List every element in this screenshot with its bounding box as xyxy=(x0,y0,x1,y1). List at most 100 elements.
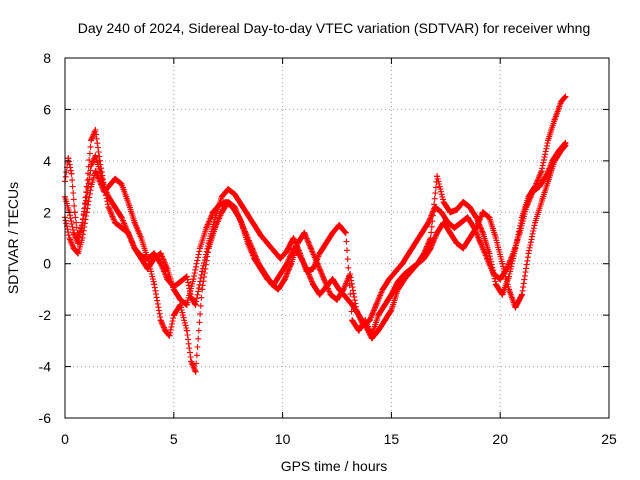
data-point xyxy=(242,229,249,236)
data-point xyxy=(549,157,556,164)
data-point xyxy=(218,193,225,200)
data-point xyxy=(342,229,349,236)
data-point xyxy=(381,317,388,324)
data-point xyxy=(538,168,545,175)
data-point xyxy=(373,301,380,308)
data-point xyxy=(460,245,467,252)
data-point xyxy=(223,199,230,205)
data-point xyxy=(118,181,125,187)
data-point xyxy=(477,240,484,247)
data-point xyxy=(355,327,362,334)
data-point xyxy=(79,235,86,241)
data-point xyxy=(301,229,308,236)
grid xyxy=(65,58,609,418)
data-point xyxy=(138,235,145,241)
data-point xyxy=(79,219,86,226)
data-point xyxy=(244,211,251,218)
plot-frame xyxy=(64,57,610,419)
data-point xyxy=(529,188,536,195)
data-point xyxy=(297,253,304,259)
data-point xyxy=(388,307,395,313)
x-tick-label: 25 xyxy=(601,431,617,447)
data-point xyxy=(375,327,382,334)
data-point xyxy=(264,240,271,247)
data-point xyxy=(399,260,406,267)
data-point xyxy=(421,255,428,262)
data-point xyxy=(144,265,151,272)
data-point xyxy=(497,276,504,283)
data-point xyxy=(277,271,284,277)
data-point xyxy=(70,229,77,236)
data-point xyxy=(190,276,197,283)
data-point xyxy=(329,229,336,236)
data-point xyxy=(438,209,445,216)
data-point xyxy=(499,291,506,298)
data-point xyxy=(458,219,465,226)
data-point xyxy=(162,327,169,334)
data-point xyxy=(486,214,493,221)
data-point xyxy=(290,235,297,241)
data-point xyxy=(394,286,401,293)
data-point xyxy=(401,276,408,283)
data-point xyxy=(112,175,119,182)
x-axis-label: GPS time / hours xyxy=(281,458,388,474)
data-point xyxy=(431,204,438,211)
data-point xyxy=(349,317,356,324)
data-point xyxy=(360,322,367,329)
data-point xyxy=(320,276,327,283)
data-point xyxy=(434,229,441,236)
data-point xyxy=(414,260,421,267)
data-point xyxy=(288,260,295,267)
data-point xyxy=(381,301,388,308)
data-point xyxy=(199,286,206,293)
data-point xyxy=(251,222,258,229)
data-point xyxy=(471,224,478,231)
data-point xyxy=(427,245,434,252)
data-point xyxy=(71,209,78,216)
x-tick-label: 20 xyxy=(492,431,508,447)
data-point xyxy=(151,255,158,262)
y-tick-label: 2 xyxy=(43,204,51,220)
data-point xyxy=(492,281,499,288)
y-axis-label: SDTVAR / TECUs xyxy=(5,182,21,294)
data-point xyxy=(538,199,545,205)
data-point xyxy=(275,286,282,293)
data-point xyxy=(144,255,151,262)
data-point xyxy=(294,240,301,247)
series-track-a xyxy=(62,93,569,339)
data-point xyxy=(138,255,145,262)
data-point xyxy=(183,301,190,308)
data-point xyxy=(447,229,454,236)
x-tick-label: 0 xyxy=(61,431,69,447)
data-point xyxy=(70,245,77,252)
data-point xyxy=(249,245,256,252)
data-point xyxy=(353,307,360,313)
data-point xyxy=(157,250,164,257)
y-tick-label: -4 xyxy=(39,359,52,375)
data-point xyxy=(92,127,99,133)
data-point xyxy=(518,291,525,298)
data-point xyxy=(196,245,203,252)
data-point xyxy=(440,199,447,205)
data-point xyxy=(125,229,132,236)
data-point xyxy=(205,245,212,252)
data-point xyxy=(177,301,184,308)
data-point xyxy=(551,116,558,123)
data-point xyxy=(65,155,72,162)
data-point xyxy=(460,199,467,205)
data-point xyxy=(366,317,373,324)
data-point xyxy=(151,250,158,257)
data-point xyxy=(490,271,497,277)
data-point xyxy=(75,240,82,247)
data-point xyxy=(88,137,95,144)
data-point xyxy=(466,235,473,241)
data-point xyxy=(347,271,354,277)
data-point xyxy=(166,332,173,339)
data-point xyxy=(218,209,225,216)
data-point xyxy=(386,276,393,283)
data-point xyxy=(492,235,499,241)
data-point xyxy=(268,281,275,288)
data-point xyxy=(340,286,347,293)
data-point xyxy=(405,250,412,257)
